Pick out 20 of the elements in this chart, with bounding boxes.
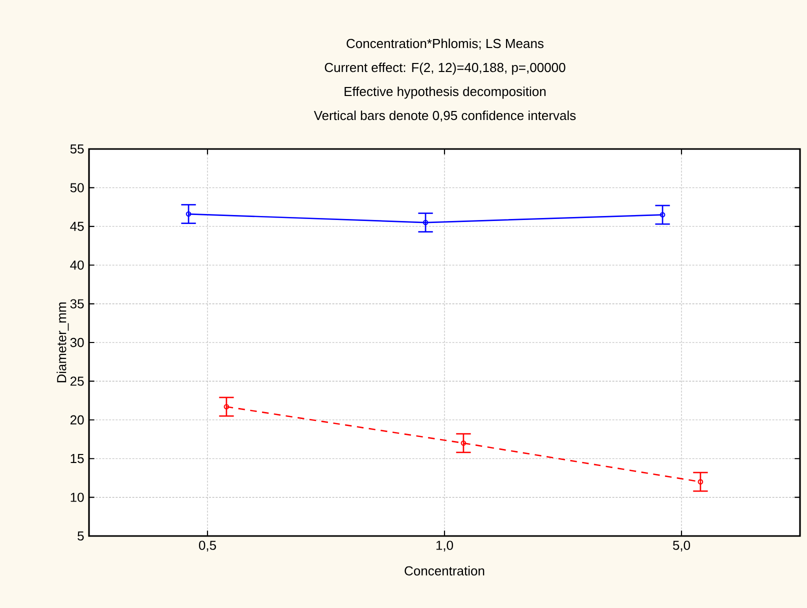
y-tick-label: 30: [70, 338, 84, 348]
y-tick-label: 55: [70, 144, 84, 154]
x-tick-label: 5,0: [672, 540, 690, 552]
y-axis-title: Diameter_mm: [56, 302, 69, 382]
text: Vertical bars denote 0,95 confidence intervals: [314, 110, 576, 122]
x-axis-title: Concentration: [404, 566, 484, 576]
chart-title: Concentration*Phlomis; LS Means: [346, 38, 544, 50]
text: Effective hypothesis decomposition: [344, 86, 546, 99]
x-tick-label: 1,0: [436, 540, 454, 552]
y-tick-label: 20: [70, 415, 84, 425]
y-tick-label: 50: [70, 183, 84, 192]
y-tick-label: 45: [70, 222, 84, 231]
y-tick-label: 10: [70, 492, 84, 502]
y-tick-label: 35: [70, 299, 84, 308]
y-tick-label: 25: [70, 376, 84, 386]
y-tick-label: 15: [70, 454, 84, 464]
x-tick-label: 0,5: [198, 540, 216, 552]
chart-subtitle: Current effect: F(2, 12)=40,188, p=,00000: [324, 62, 566, 75]
y-tick-label: 5: [78, 531, 84, 541]
y-tick-label: 40: [70, 260, 84, 270]
